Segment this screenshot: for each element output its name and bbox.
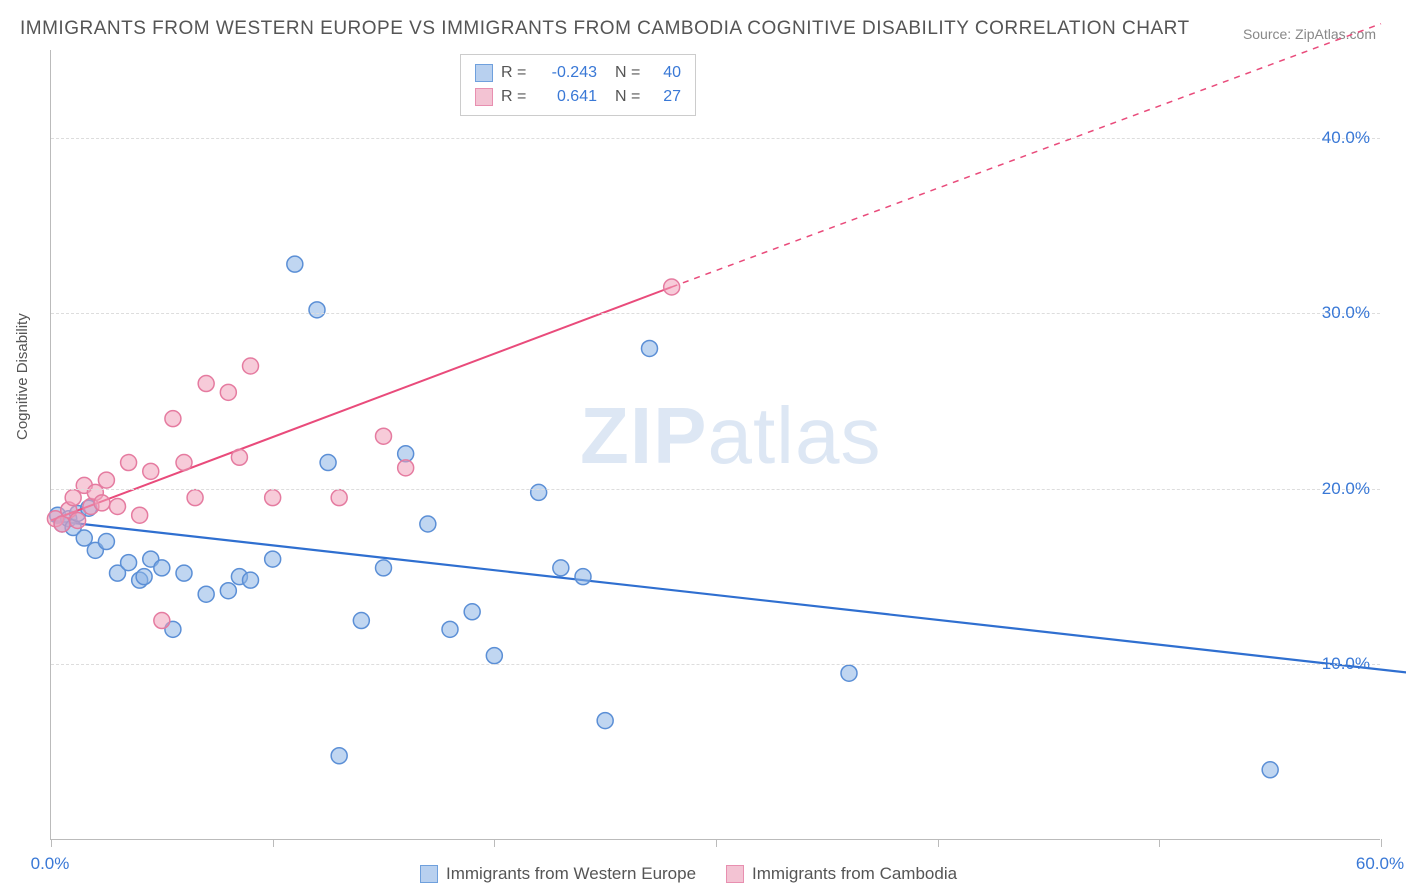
trend-line-western_europe [51,520,1406,682]
point-cambodia [154,613,170,629]
point-western_europe [486,648,502,664]
legend-R-label: R = [501,61,529,85]
point-cambodia [198,376,214,392]
point-western_europe [220,583,236,599]
legend-R-value: 0.641 [537,85,597,109]
y-axis-label: Cognitive Disability [14,313,31,440]
point-western_europe [420,516,436,532]
legend-R-label: R = [501,85,529,109]
point-western_europe [331,748,347,764]
legend-N-label: N = [615,85,643,109]
point-cambodia [110,498,126,514]
point-cambodia [220,384,236,400]
source-label: Source: ZipAtlas.com [1243,26,1376,42]
point-cambodia [187,490,203,506]
chart-title: IMMIGRANTS FROM WESTERN EUROPE VS IMMIGR… [20,18,1190,40]
point-cambodia [376,428,392,444]
point-cambodia [265,490,281,506]
point-western_europe [531,484,547,500]
point-western_europe [464,604,480,620]
plot-area: 10.0% 20.0% 30.0% 40.0% [50,50,1380,840]
point-western_europe [98,534,114,550]
point-western_europe [1262,762,1278,778]
point-western_europe [320,455,336,471]
point-western_europe [287,256,303,272]
series-legend-item-cambodia: Immigrants from Cambodia [726,864,957,884]
point-western_europe [154,560,170,576]
xtick [494,839,495,847]
point-cambodia [121,455,137,471]
ytick-label: 40.0% [1322,128,1370,148]
point-western_europe [176,565,192,581]
xtick-label: 0.0% [31,854,70,874]
point-western_europe [553,560,569,576]
chart-svg [51,50,1380,839]
point-cambodia [165,411,181,427]
swatch-icon [726,865,744,883]
point-western_europe [353,613,369,629]
series-legend-item-western_europe: Immigrants from Western Europe [420,864,696,884]
point-western_europe [575,569,591,585]
gridline [51,664,1380,665]
legend-N-label: N = [615,61,643,85]
xtick [716,839,717,847]
point-cambodia [331,490,347,506]
ytick-label: 20.0% [1322,479,1370,499]
legend-R-value: -0.243 [537,61,597,85]
series-legend: Immigrants from Western Europe Immigrants… [420,864,957,884]
point-western_europe [198,586,214,602]
trend-line-cambodia [51,287,672,520]
point-western_europe [136,569,152,585]
ytick-label: 30.0% [1322,303,1370,323]
point-cambodia [132,507,148,523]
point-cambodia [143,463,159,479]
swatch-icon [475,64,493,82]
point-western_europe [265,551,281,567]
series-legend-label: Immigrants from Cambodia [752,864,957,884]
xtick [1159,839,1160,847]
gridline [51,313,1380,314]
point-cambodia [398,460,414,476]
xtick-label: 60.0% [1356,854,1404,874]
point-cambodia [231,449,247,465]
point-western_europe [121,555,137,571]
point-western_europe [243,572,259,588]
point-cambodia [70,512,86,528]
swatch-icon [475,88,493,106]
trend-line-dash-cambodia [672,24,1381,287]
legend-N-value: 27 [651,85,681,109]
point-western_europe [376,560,392,576]
gridline [51,489,1380,490]
point-cambodia [94,495,110,511]
point-western_europe [597,713,613,729]
point-western_europe [841,665,857,681]
legend-row-western_europe: R = -0.243 N = 40 [475,61,681,85]
point-cambodia [176,455,192,471]
point-cambodia [243,358,259,374]
gridline [51,138,1380,139]
xtick [1381,839,1382,847]
swatch-icon [420,865,438,883]
series-legend-label: Immigrants from Western Europe [446,864,696,884]
ytick-label: 10.0% [1322,654,1370,674]
point-cambodia [98,472,114,488]
point-western_europe [642,340,658,356]
point-western_europe [309,302,325,318]
xtick [938,839,939,847]
point-cambodia [664,279,680,295]
correlation-legend: R = -0.243 N = 40 R = 0.641 N = 27 [460,54,696,116]
xtick [51,839,52,847]
point-western_europe [442,621,458,637]
legend-N-value: 40 [651,61,681,85]
legend-row-cambodia: R = 0.641 N = 27 [475,85,681,109]
xtick [273,839,274,847]
